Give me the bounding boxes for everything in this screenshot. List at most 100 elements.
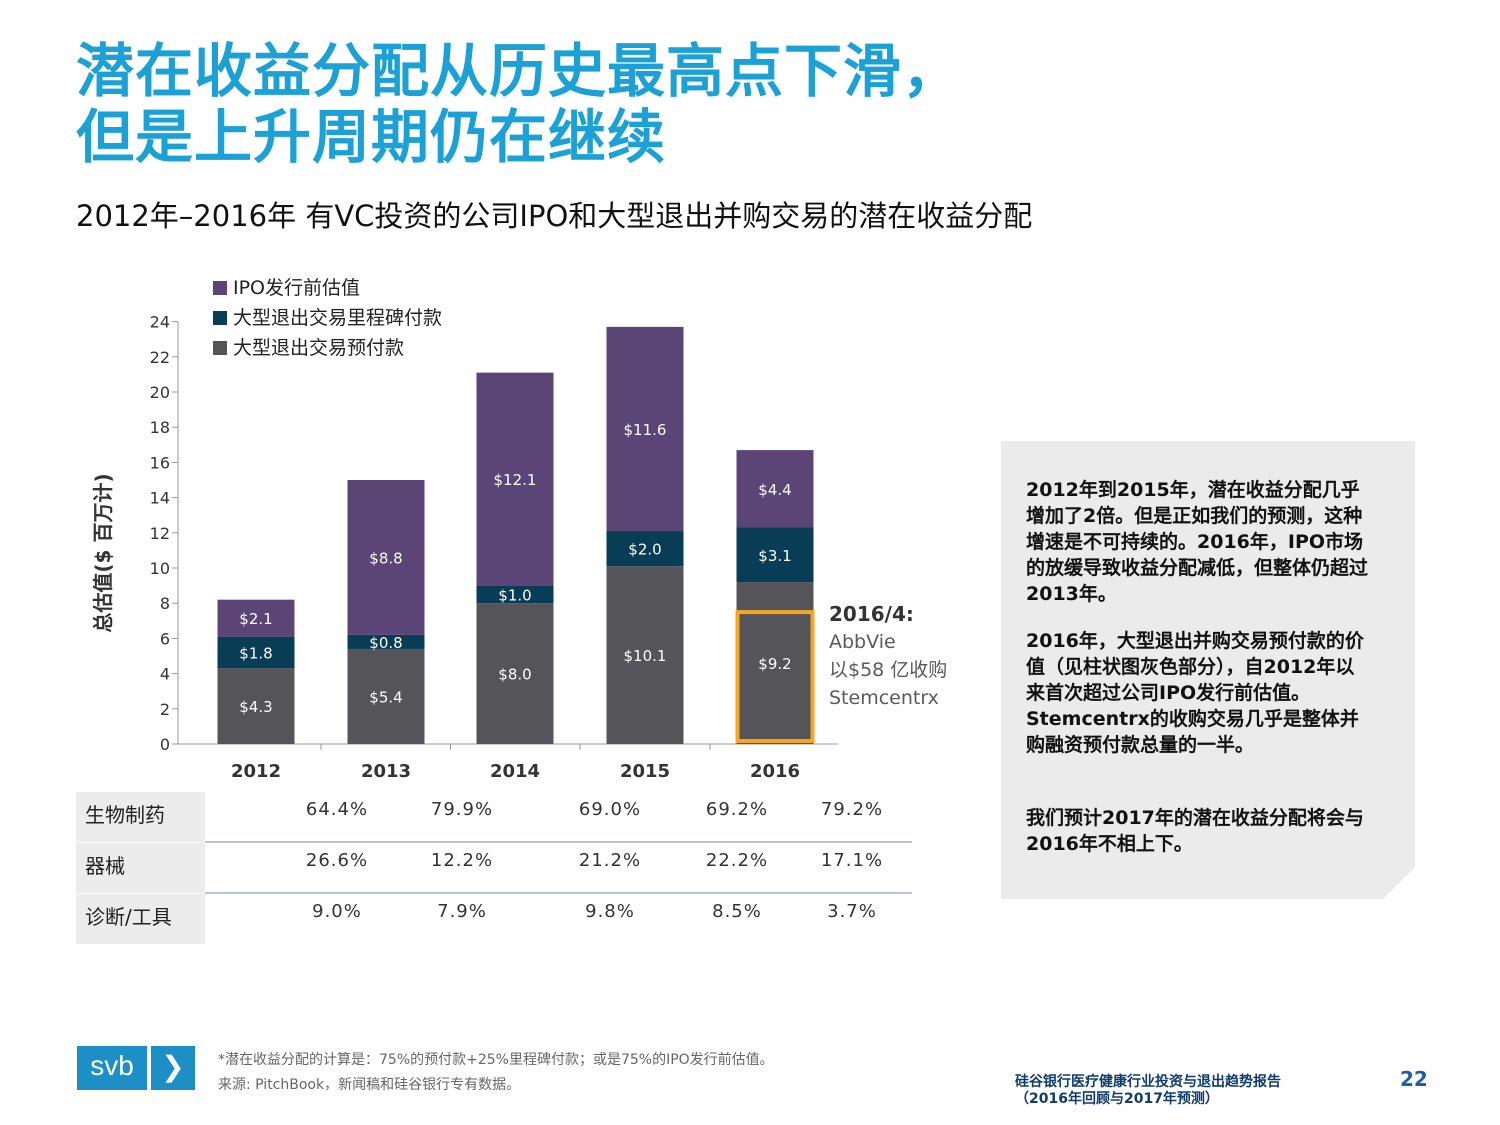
- table-cell: 69.2%: [705, 799, 769, 820]
- table-cell: 79.2%: [820, 799, 884, 820]
- data-label: $0.8: [369, 634, 402, 652]
- y-tick-label: 22: [150, 348, 170, 367]
- table-cell: 8.5%: [712, 901, 762, 922]
- y-tick-label: 10: [150, 559, 170, 578]
- table-divider: [205, 892, 912, 894]
- data-label: $12.1: [494, 471, 537, 489]
- y-tick-label: 2: [160, 700, 170, 719]
- y-tick-label: 12: [150, 524, 170, 543]
- y-axis-title: 总估值($ 百万计): [91, 473, 115, 632]
- row-label: 生物制药: [76, 792, 205, 842]
- chart-subtitle: 2012年–2016年 有VC投资的公司IPO和大型退出并购交易的潜在收益分配: [76, 199, 1033, 233]
- y-tick-label: 4: [160, 665, 170, 684]
- page-number: 22: [1400, 1067, 1428, 1091]
- callout-line-1: AbbVie: [829, 631, 896, 653]
- table-cell: 64.4%: [305, 799, 369, 820]
- table-divider: [205, 841, 912, 843]
- footnote-source: 来源: PitchBook，新闻稿和硅谷银行专有数据。: [218, 1077, 521, 1093]
- bar-segment-milestone-2012: [217, 636, 295, 669]
- legend-swatch: [213, 311, 227, 325]
- table-cell: 26.6%: [305, 850, 369, 871]
- bar-segment-milestone-2013: [347, 634, 425, 649]
- bar-segment-milestone-2016: [736, 527, 814, 583]
- data-label: $1.8: [239, 644, 272, 662]
- table-cell: 79.9%: [430, 799, 494, 820]
- table-cell: 9.8%: [585, 901, 635, 922]
- bar-segment-upfront-2015: [606, 566, 684, 744]
- data-label: $9.2: [758, 655, 791, 673]
- y-tick-label: 16: [150, 453, 170, 472]
- title-line-2: 但是上升周期仍在继续: [76, 103, 667, 171]
- y-tick-label: 18: [150, 418, 170, 437]
- bar-segment-ipo-2014: [476, 372, 554, 586]
- commentary-paragraph-2: 2016年，大型退出并购交易预付款的价值（见柱状图灰色部分），自2012年以来首…: [1026, 630, 1364, 756]
- table-cell: 69.0%: [578, 799, 642, 820]
- data-label: $2.1: [239, 610, 272, 628]
- chevron-right-icon: ❯: [151, 1046, 195, 1090]
- data-label: $8.0: [498, 666, 531, 684]
- svb-logo: svb ❯: [77, 1046, 195, 1090]
- legend-swatch: [213, 341, 227, 355]
- y-tick-label: 6: [160, 629, 170, 648]
- data-label: $2.0: [628, 541, 661, 559]
- table-cell: 21.2%: [578, 850, 642, 871]
- row-label: 器械: [76, 843, 205, 893]
- callout-line-3: Stemcentrx: [829, 687, 939, 709]
- commentary-paragraph-1: 2012年到2015年，潜在收益分配几乎增加了2倍。但是正如我们的预测，这种增速…: [1026, 479, 1369, 605]
- y-tick-label: 0: [160, 735, 170, 754]
- bar-segment-ipo-2012: [217, 599, 295, 637]
- y-tick-label: 20: [150, 383, 170, 402]
- table-row: 器械 26.6% 12.2% 21.2% 22.2% 17.1%: [76, 843, 882, 893]
- legend-swatch: [213, 281, 227, 295]
- y-tick-label: 8: [160, 594, 170, 613]
- legend-label: 大型退出交易预付款: [233, 337, 404, 359]
- footnote-calculation: *潜在收益分配的计算是：75%的预付款+25%里程碑付款；或是75%的IPO发行…: [218, 1052, 774, 1068]
- callout-heading: 2016/4:: [829, 602, 914, 626]
- commentary-panel: 2012年到2015年，潜在收益分配几乎增加了2倍。但是正如我们的预测，这种增速…: [1001, 441, 1415, 899]
- logo-wordmark: svb: [77, 1046, 147, 1090]
- x-tick-label: 2016: [750, 761, 800, 782]
- table-row: 诊断/工具 9.0% 7.9% 9.8% 8.5% 3.7%: [76, 894, 876, 944]
- table-cell: 3.7%: [827, 901, 877, 922]
- report-title: 硅谷银行医疗健康行业投资与退出趋势报告 （2016年回顾与2017年预测）: [1015, 1074, 1281, 1108]
- data-label: $1.0: [498, 586, 531, 604]
- callout-line-2: 以$58 亿收购: [829, 659, 948, 681]
- bar-segment-upfront-2014: [476, 603, 554, 744]
- legend-label: 大型退出交易里程碑付款: [233, 307, 442, 329]
- y-tick-label: 24: [150, 313, 170, 332]
- highlight-box: [735, 610, 815, 744]
- table-cell: 17.1%: [820, 850, 884, 871]
- x-tick-label: 2014: [490, 761, 540, 782]
- footnotes: *潜在收益分配的计算是：75%的预付款+25%里程碑付款；或是75%的IPO发行…: [218, 1048, 774, 1098]
- table-row: 生物制药 64.4% 79.9% 69.0% 69.2% 79.2%: [76, 792, 882, 842]
- title-line-1: 潜在收益分配从历史最高点下滑，: [76, 37, 962, 105]
- commentary-paragraph-3: 我们预计2017年的潜在收益分配将会与2016年不相上下。: [1026, 807, 1364, 855]
- table-cell: 22.2%: [705, 850, 769, 871]
- data-label: $3.1: [758, 547, 791, 565]
- page-fold-corner: [1383, 867, 1415, 899]
- report-title-line-1: 硅谷银行医疗健康行业投资与退出趋势报告: [1015, 1074, 1281, 1090]
- data-label: $4.3: [239, 698, 272, 716]
- bar-segment-upfront-2012: [217, 668, 295, 744]
- bar-segment-upfront-2016: [736, 582, 814, 744]
- bar-segment-upfront-2013: [347, 648, 425, 744]
- acquisition-callout: 2016/4: AbbVie 以$58 亿收购 Stemcentrx: [829, 600, 947, 712]
- row-label: 诊断/工具: [76, 894, 205, 944]
- table-cell: 7.9%: [437, 901, 487, 922]
- data-label: $8.8: [369, 549, 402, 567]
- x-tick-label: 2015: [620, 761, 670, 782]
- x-tick-label: 2013: [361, 761, 411, 782]
- bar-segment-milestone-2014: [476, 585, 554, 604]
- data-label: $10.1: [624, 647, 667, 665]
- y-tick-label: 14: [150, 489, 170, 508]
- x-tick-label: 2012: [231, 761, 281, 782]
- legend-label: IPO发行前估值: [233, 277, 360, 299]
- table-cell: 9.0%: [312, 901, 362, 922]
- data-label: $5.4: [369, 688, 402, 706]
- page-title: 潜在收益分配从历史最高点下滑， 但是上升周期仍在继续: [76, 38, 961, 170]
- bar-segment-ipo-2013: [347, 480, 425, 635]
- bar-segment-ipo-2015: [606, 326, 684, 532]
- report-title-line-2: （2016年回顾与2017年预测）: [1015, 1091, 1219, 1107]
- data-label: $4.4: [758, 481, 791, 499]
